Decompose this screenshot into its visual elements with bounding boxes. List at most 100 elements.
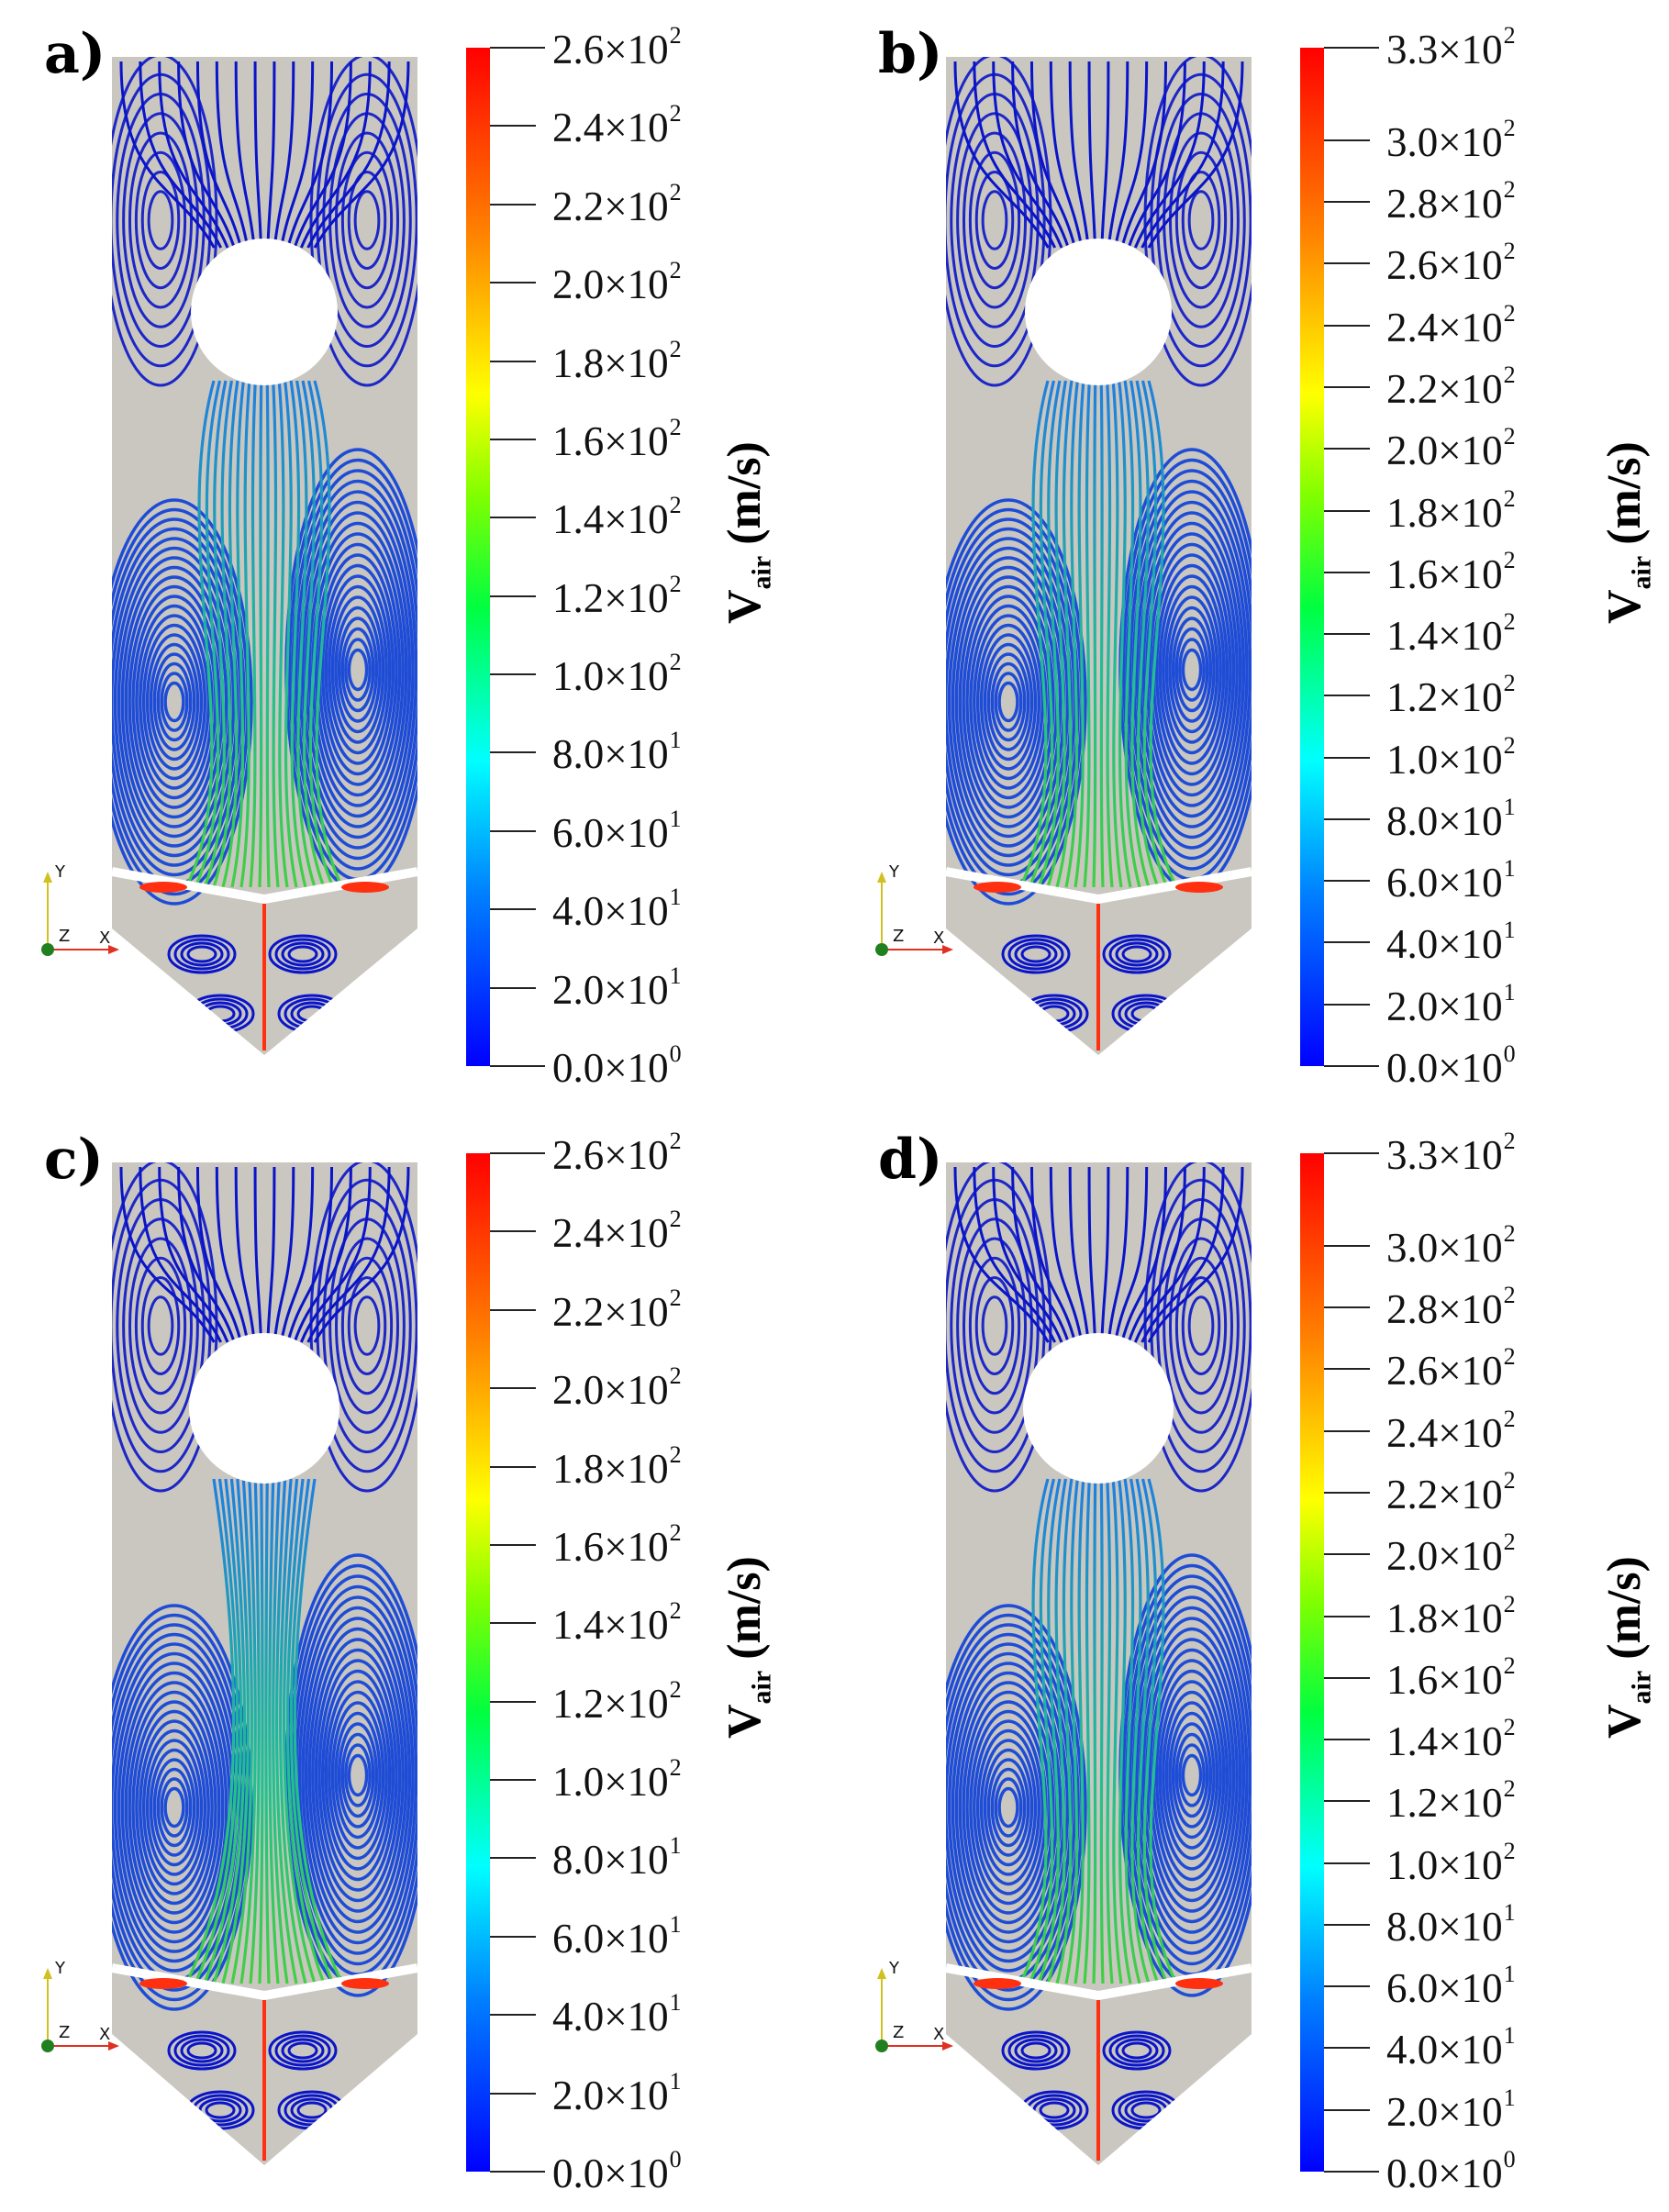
tick-mantissa: 1.0	[552, 653, 605, 700]
jet-streamline	[1028, 1478, 1056, 1984]
jet-streamline	[258, 1478, 264, 1984]
vortex-streamline	[152, 652, 196, 751]
lower-vortex	[1014, 941, 1058, 967]
vortex-streamline	[990, 1767, 1027, 1848]
jet-streamline	[203, 1478, 243, 1984]
tick-exponent: 2	[1503, 299, 1516, 327]
colorbar-tick	[490, 1065, 545, 1067]
tick-mantissa: 2.0	[1386, 2088, 1439, 2135]
tick-mantissa: 6.0	[1386, 860, 1439, 906]
vortex-streamline	[1162, 584, 1222, 755]
tick-exponent: 2	[669, 100, 682, 128]
tick-mantissa: 2.0	[552, 1367, 605, 1414]
colorbar-tick	[1324, 2108, 1370, 2111]
upper-streamline	[299, 1166, 372, 1343]
vortex-streamline	[347, 1753, 369, 1797]
jet-streamline	[239, 380, 251, 888]
colorbar-tick-label: 1.4×102	[1386, 1714, 1516, 1765]
tick-mantissa: 0.0	[1386, 2151, 1439, 2196]
tick-mantissa: 3.3	[1386, 27, 1439, 72]
tick-exponent: 1	[1503, 855, 1516, 883]
lower-vortex	[167, 934, 237, 974]
tick-exponent: 2	[669, 570, 682, 597]
tick-mantissa: 1.2	[552, 574, 605, 621]
colorbar-tick-label: 1.2×102	[1386, 1775, 1516, 1827]
vortex-streamline	[1171, 1722, 1213, 1829]
vortex-streamline	[135, 604, 214, 800]
jet-streamline	[1055, 1478, 1074, 1984]
colorbar-tick-label: 4.0×101	[1386, 917, 1516, 968]
jet-streamline	[293, 1478, 344, 1984]
tick-mantissa: 2.2	[552, 183, 605, 229]
vortex-streamline	[297, 1595, 417, 1955]
tick-mantissa: 2.4	[1386, 1409, 1439, 1456]
lower-vortex	[1121, 2041, 1152, 2060]
streamlines	[112, 1162, 417, 2161]
lower-vortex	[173, 938, 230, 971]
upper-streamline	[1087, 61, 1097, 249]
jet-streamline	[1123, 1478, 1141, 1984]
vortex-streamline	[147, 1295, 174, 1356]
upper-streamline	[1107, 1166, 1129, 1343]
vortex-streamline	[1178, 1743, 1206, 1807]
colorbar-tick-label: 1.6×102	[1386, 546, 1516, 597]
lower-vortex	[287, 2041, 318, 2060]
vortex-streamline	[139, 1719, 210, 1895]
vortex-streamline	[128, 584, 221, 819]
upper-streamline	[266, 1166, 276, 1343]
tick-mantissa: 1.4	[552, 496, 605, 543]
colorbar-tick	[490, 1622, 536, 1625]
jet-streamline	[1046, 1478, 1067, 1984]
vortex-streamline	[122, 112, 199, 328]
tick-exponent: 2	[669, 413, 682, 440]
colorbar-tick-label: 6.0×101	[552, 805, 682, 856]
upper-streamline	[313, 1166, 410, 1343]
vortex-streamline	[328, 1690, 388, 1861]
upper-streamline	[286, 61, 334, 249]
tick-exponent: 1	[1503, 978, 1516, 1006]
colorbar-tick-label: 2.0×101	[552, 961, 682, 1013]
upper-streamline	[1068, 1166, 1090, 1343]
colorbar-tick-label: 2.0×101	[552, 2067, 682, 2118]
colorbar-tick	[1324, 201, 1370, 204]
vortex-streamline	[975, 623, 1041, 781]
vortex-streamline	[946, 498, 1087, 906]
colorbar-tick	[1324, 941, 1370, 944]
jet-streamline	[1037, 1478, 1062, 1984]
y-axis-label: Y	[55, 862, 65, 882]
colorbar-tick-label: 0.0×100	[552, 1040, 682, 1091]
upper-streamline	[1113, 1166, 1149, 1343]
colorbar-tick	[490, 1779, 536, 1782]
tick-mantissa: 1.4	[552, 1602, 605, 1649]
jet-streamline	[1037, 380, 1062, 888]
vortex-streamline	[1148, 1648, 1236, 1903]
colorbar-tick-label: 0.0×100	[552, 2146, 682, 2196]
colorbar-tick-label: 8.0×101	[1386, 793, 1516, 844]
upper-streamline	[293, 1166, 352, 1343]
jet-streamline	[249, 1478, 261, 1984]
vortex-streamline	[1143, 1162, 1252, 1493]
vortex-streamline	[1174, 1256, 1228, 1395]
vortex-streamline	[328, 584, 388, 755]
colorbar-tick	[1324, 1800, 1370, 1803]
colorbar-tick	[1324, 262, 1370, 265]
tick-exponent: 2	[1503, 484, 1516, 512]
lower-vortex	[205, 2101, 236, 2119]
jet-streamline	[301, 380, 326, 888]
upper-streamline	[273, 61, 295, 249]
vortex-streamline	[128, 1690, 221, 1925]
tick-exponent: 2	[669, 22, 682, 49]
upper-streamline	[306, 1166, 391, 1343]
colorbar-tick-label: 2.0×101	[1386, 978, 1516, 1029]
upper-streamline	[1087, 1166, 1097, 1343]
colorbar-ticks: 2.6×102 2.4×102 2.2×102 2.0×102 1.8×102 1.6×1…	[490, 1128, 682, 2196]
tick-mantissa: 6.0	[552, 809, 605, 856]
tick-exponent: 1	[669, 727, 682, 754]
upper-streamline	[158, 1166, 229, 1343]
colorbar-tick-label: 1.0×102	[552, 649, 682, 700]
vortex-streamline	[134, 1256, 187, 1395]
colorbar-tick-label: 3.3×102	[1386, 22, 1516, 72]
hot-spot	[139, 882, 187, 893]
colorbar-tick-label: 6.0×101	[552, 1910, 682, 1962]
jet-streamline	[230, 1478, 253, 1984]
